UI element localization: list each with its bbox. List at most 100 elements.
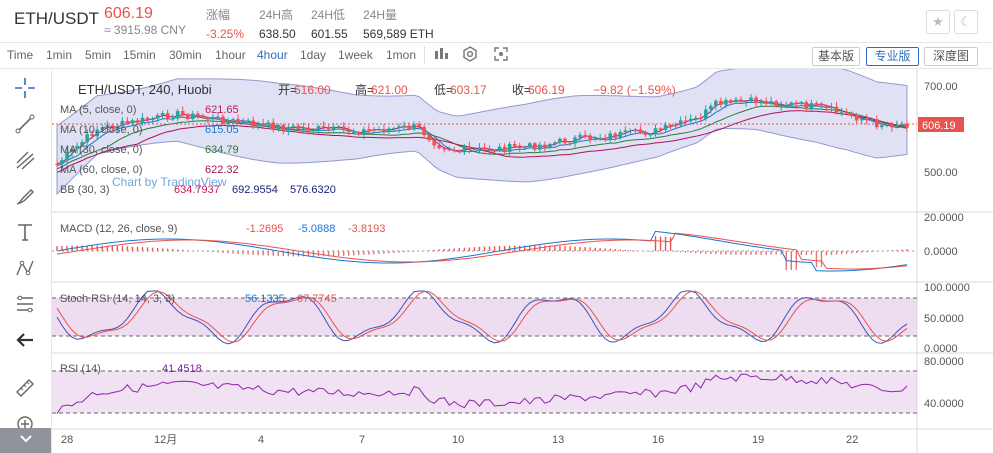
ma5-value: 621.65	[205, 104, 239, 116]
ma30-value: 634.79	[205, 144, 239, 156]
candle-body	[206, 117, 210, 120]
view-pro-button[interactable]: 专业版	[866, 47, 919, 66]
candle-body	[296, 125, 301, 129]
candle-body	[286, 127, 291, 131]
bb-lower-value: 576.6320	[290, 184, 336, 196]
candle-body	[276, 124, 281, 130]
candle-body	[517, 146, 522, 149]
theme-moon-icon[interactable]: ☾	[954, 10, 978, 34]
timeframe-4hour[interactable]: 4hour	[257, 48, 288, 62]
candle-body	[482, 147, 487, 149]
candle-body	[744, 101, 748, 103]
pair-name[interactable]: ETH/USDT	[14, 9, 99, 28]
stat-change: 涨幅 -3.25%	[206, 8, 245, 41]
candle-body	[165, 113, 170, 120]
candle-body	[135, 120, 140, 123]
back-arrow-icon[interactable]	[10, 329, 40, 355]
fib-tool-icon[interactable]	[10, 293, 40, 319]
indicators-icon[interactable]	[432, 46, 452, 64]
candle-body	[492, 150, 497, 152]
candle-body	[377, 129, 381, 131]
candle-body	[487, 148, 492, 151]
price-chart[interactable]: 606.19 700.00 500.00 20.0000 0.0000 100.…	[52, 69, 993, 453]
candle-body	[869, 119, 874, 121]
candle-body	[271, 122, 276, 130]
drawing-tools-sidebar	[0, 69, 52, 453]
view-basic-button[interactable]: 基本版	[812, 47, 860, 66]
pitchfork-icon[interactable]	[10, 149, 40, 175]
timeframe-1hour[interactable]: 1hour	[215, 48, 246, 62]
crosshair-icon[interactable]	[10, 77, 40, 103]
favorite-star-icon[interactable]: ★	[926, 10, 950, 34]
stoch-label[interactable]: Stoch RSI (14, 14, 3, 3)	[60, 293, 175, 305]
ma10-label[interactable]: MA (10, close, 0)	[60, 124, 143, 136]
ma60-label[interactable]: MA (60, close, 0)	[60, 164, 143, 176]
candle-body	[588, 135, 592, 140]
timeframe-1mon[interactable]: 1mon	[386, 48, 417, 62]
timeframe-5min[interactable]: 5min	[85, 48, 112, 62]
timeframe-30min[interactable]: 30min	[169, 48, 202, 62]
candle-body	[527, 143, 532, 147]
candle-body	[236, 119, 240, 123]
candle-body	[231, 119, 235, 121]
candle-body	[437, 145, 442, 149]
brush-icon[interactable]	[10, 185, 40, 211]
ohlc-low-label: 低=	[434, 83, 453, 97]
pattern-icon[interactable]	[10, 257, 40, 283]
ma5-label[interactable]: MA (5, close, 0)	[60, 104, 136, 116]
candle-body	[714, 100, 718, 106]
candle-body	[573, 137, 577, 144]
candle-body	[60, 160, 64, 164]
candle-body	[477, 147, 482, 149]
ohlc-low-value: 603.17	[450, 83, 487, 97]
bb-basis-value: 634.7937	[174, 184, 220, 196]
candle-body	[618, 132, 623, 138]
view-depth-button[interactable]: 深度图	[924, 47, 978, 66]
candle-body	[201, 116, 205, 118]
candle-body	[211, 116, 215, 120]
stoch-k-value: 56.1335	[245, 293, 285, 305]
toolbar-divider	[424, 46, 425, 64]
candle-body	[779, 105, 784, 107]
settings-icon[interactable]	[460, 46, 480, 64]
candle-body	[442, 148, 447, 150]
stoch-d-value: 67.7745	[297, 293, 337, 305]
bb-upper-value: 692.9554	[232, 184, 278, 196]
candle-body	[251, 120, 255, 127]
candle-body	[819, 103, 824, 106]
ohlc-close-value: 606.19	[528, 83, 565, 97]
stat-low: 24H低 601.55	[311, 8, 348, 41]
trendline-icon[interactable]	[10, 113, 40, 139]
timeframe-1day[interactable]: 1day	[300, 48, 327, 62]
candle-body	[563, 138, 567, 144]
candle-body	[105, 125, 110, 128]
candle-body	[613, 133, 618, 138]
timeframe-1min[interactable]: 1min	[46, 48, 73, 62]
candle-body	[190, 113, 195, 120]
symbol-title[interactable]: ETH/USDT, 240, Huobi	[78, 82, 212, 97]
candle-body	[356, 132, 361, 135]
ruler-icon[interactable]	[10, 377, 40, 403]
rsi-label[interactable]: RSI (14)	[60, 363, 101, 375]
ma30-label[interactable]: MA (30, close, 0)	[60, 144, 143, 156]
bb-label[interactable]: BB (30, 3)	[60, 184, 110, 196]
fullscreen-icon[interactable]	[491, 46, 511, 64]
candle-body	[417, 124, 421, 127]
candle-body	[849, 112, 854, 116]
candle-body	[839, 112, 844, 114]
cny-price: ≈ 3915.98 CNY	[104, 23, 186, 37]
timeframe-time[interactable]: Time	[7, 48, 34, 62]
macd-line-value: -5.0888	[298, 223, 335, 235]
collapse-toolbar-chevron-icon[interactable]	[0, 428, 51, 453]
candle-body	[658, 128, 663, 130]
time-label: 12月	[154, 434, 177, 446]
candle-body	[256, 123, 260, 127]
price-tick: 700.00	[924, 81, 958, 93]
last-price-tag-label: 606.19	[922, 120, 956, 132]
timeframe-1week[interactable]: 1week	[338, 48, 373, 62]
timeframe-15min[interactable]: 15min	[123, 48, 156, 62]
text-tool-icon[interactable]	[10, 221, 40, 247]
candle-body	[693, 117, 698, 119]
macd-label[interactable]: MACD (12, 26, close, 9)	[60, 223, 177, 235]
candle-body	[844, 112, 849, 114]
